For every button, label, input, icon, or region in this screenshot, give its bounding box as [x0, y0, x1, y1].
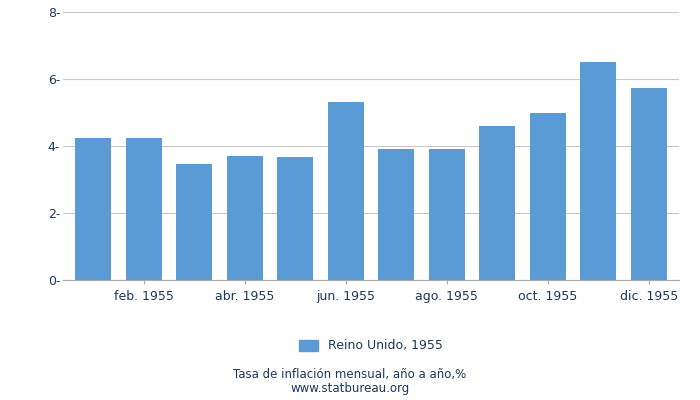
Text: www.statbureau.org: www.statbureau.org — [290, 382, 410, 395]
Bar — [328, 102, 364, 280]
Bar — [631, 88, 667, 280]
Bar — [529, 112, 566, 280]
Bar — [125, 138, 162, 280]
Bar — [277, 157, 314, 280]
Bar — [479, 126, 515, 280]
Bar — [227, 156, 263, 280]
Bar — [75, 138, 111, 280]
Bar — [176, 164, 213, 280]
Text: Tasa de inflación mensual, año a año,%: Tasa de inflación mensual, año a año,% — [233, 368, 467, 381]
Bar — [378, 149, 414, 280]
Legend: Reino Unido, 1955: Reino Unido, 1955 — [294, 334, 448, 358]
Bar — [428, 149, 465, 280]
Bar — [580, 62, 617, 280]
